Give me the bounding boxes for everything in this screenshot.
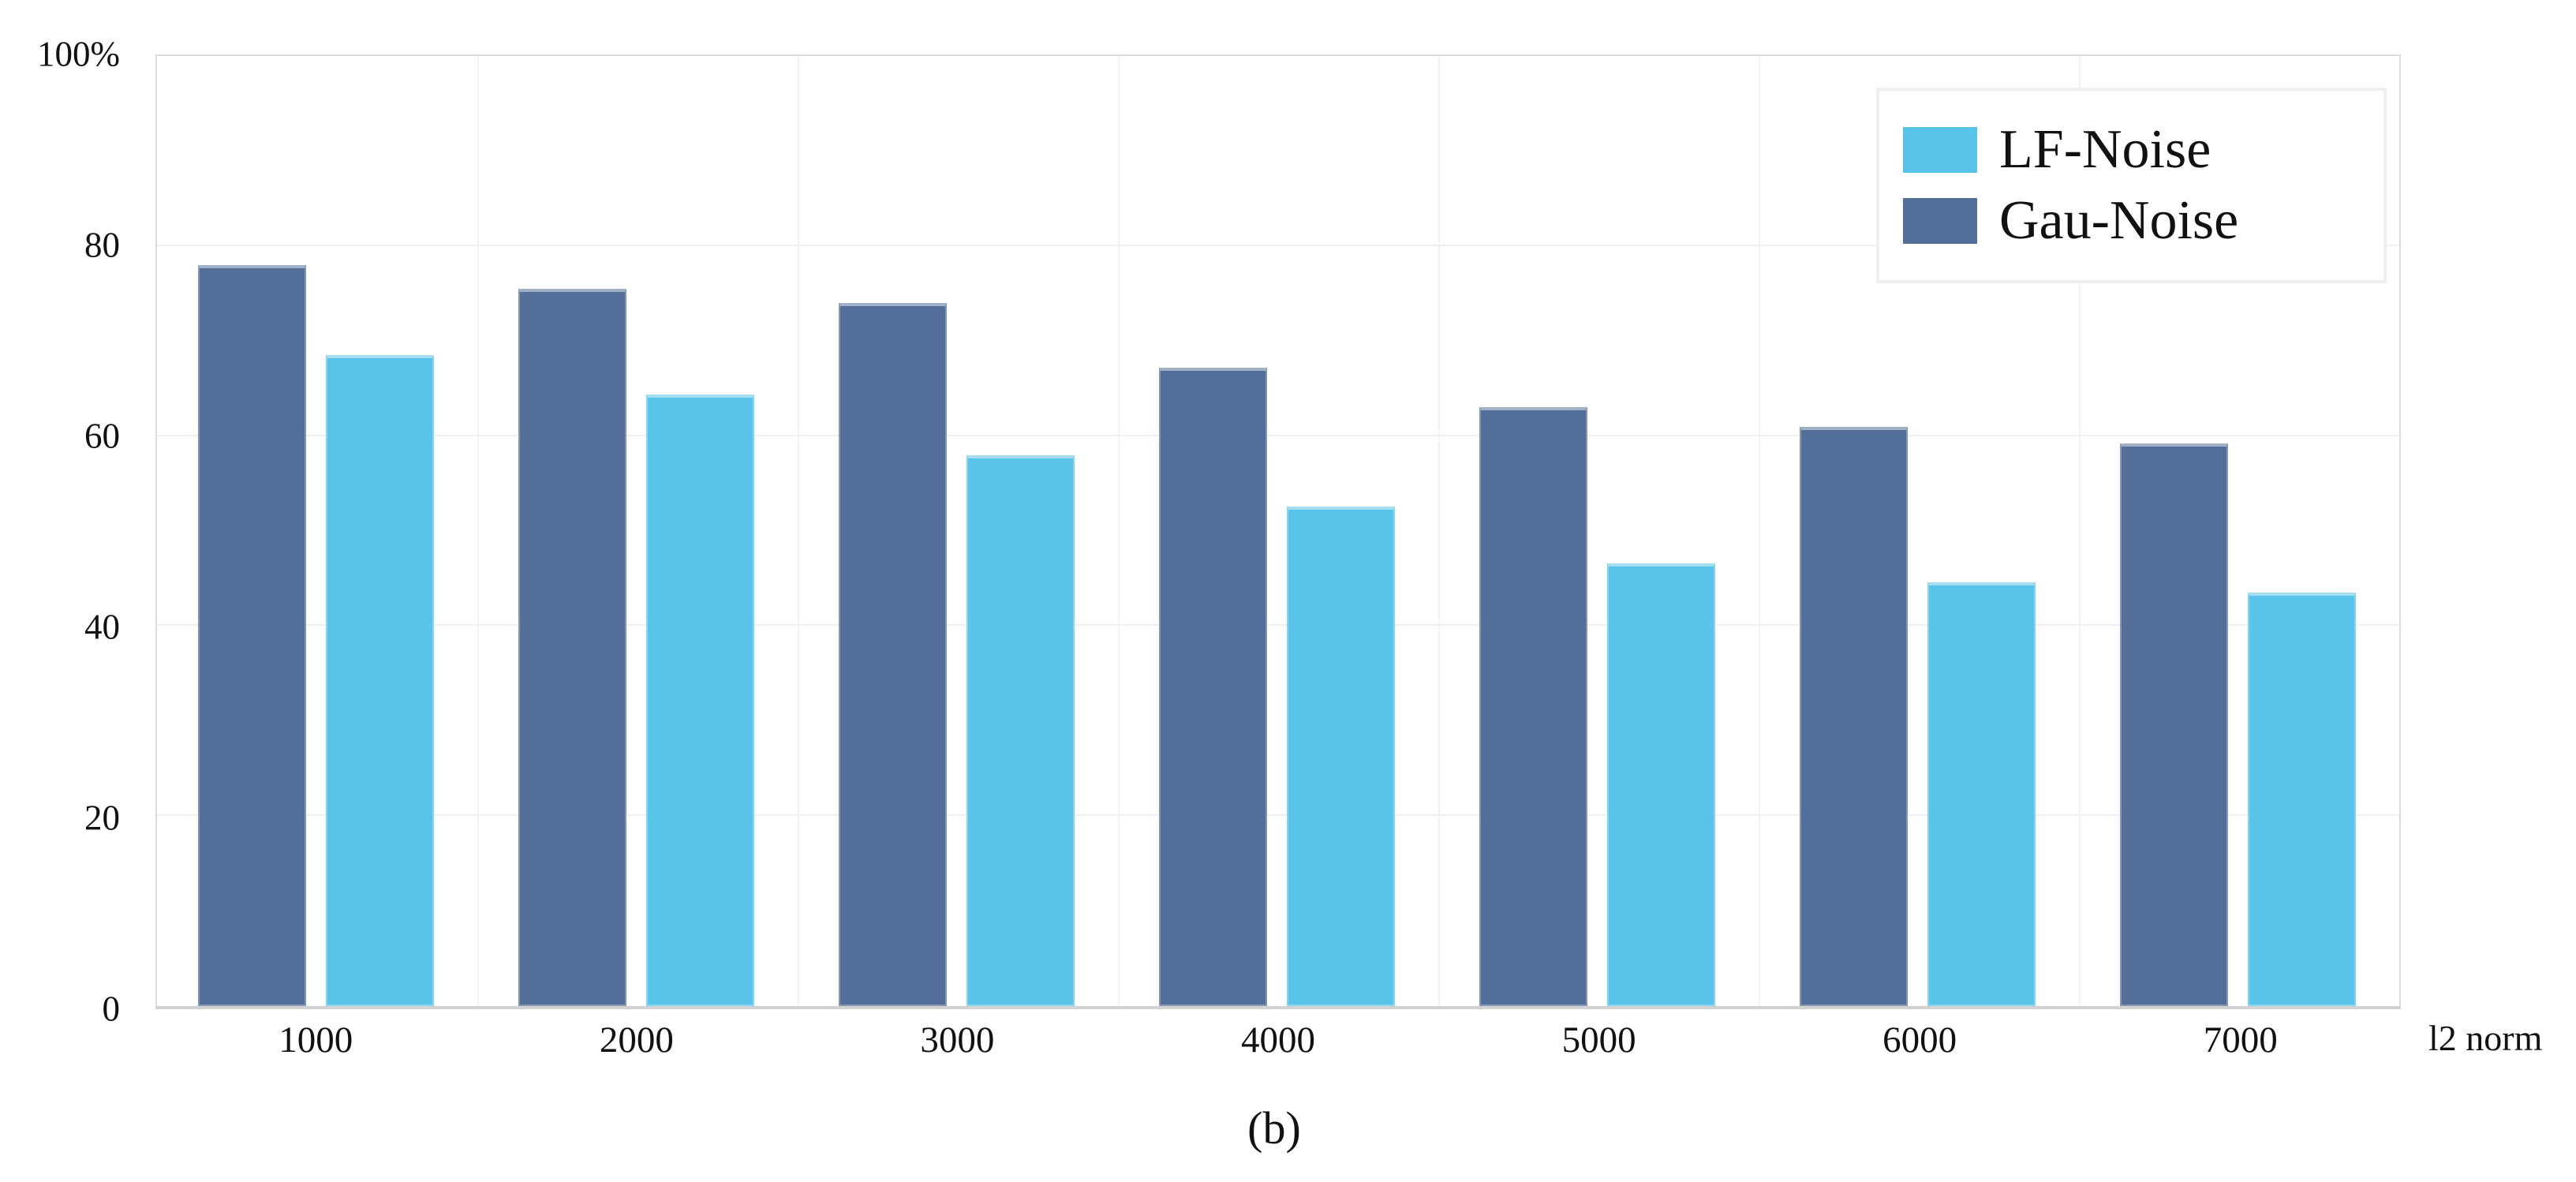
x-tick-label: 4000 <box>1241 1019 1315 1060</box>
bar-gau-noise <box>1158 367 1267 1006</box>
gridline-vertical <box>477 56 479 1006</box>
y-tick-label: 20 <box>84 798 120 838</box>
bar-lf-noise <box>2247 593 2356 1006</box>
gridline-horizontal <box>157 814 2399 817</box>
bar-gau-noise <box>518 288 626 1006</box>
x-tick-label: 3000 <box>920 1019 995 1060</box>
y-axis: 0 20 40 60 80 100% <box>0 36 126 1027</box>
y-tick-label: 0 <box>102 989 121 1029</box>
gridline-horizontal <box>157 434 2399 436</box>
gridline-horizontal <box>157 624 2399 627</box>
y-tick-label: 40 <box>84 607 120 647</box>
x-tick-label: 7000 <box>2203 1019 2278 1060</box>
legend-swatch-lf-noise <box>1903 127 1977 173</box>
figure-caption: (b) <box>1247 1102 1301 1154</box>
y-tick-label: 80 <box>84 225 120 265</box>
x-axis-unit-label: l2 norm <box>2428 1018 2543 1058</box>
legend-item-lf-noise: LF-Noise <box>1903 122 2383 178</box>
gridline-vertical <box>798 56 799 1006</box>
y-tick-label: 100% <box>37 34 120 74</box>
bar-lf-noise <box>645 394 754 1006</box>
gridline-vertical <box>2079 56 2081 1006</box>
x-tick-label: 5000 <box>1561 1019 1636 1060</box>
x-axis: 1000 2000 3000 4000 5000 6000 7000 <box>155 1022 2401 1069</box>
legend-label: Gau-Noise <box>1999 190 2239 251</box>
bar-lf-noise <box>1927 582 2036 1006</box>
bar-gau-noise <box>197 264 306 1006</box>
bar-gau-noise <box>1479 407 1587 1006</box>
x-tick-label: 1000 <box>279 1019 353 1060</box>
gridline-vertical <box>1438 56 1440 1006</box>
bar-lf-noise <box>325 355 434 1006</box>
legend: LF-Noise Gau-Noise <box>1876 88 2387 283</box>
x-tick-label: 2000 <box>599 1019 674 1060</box>
gridline-vertical <box>1118 56 1120 1006</box>
legend-swatch-gau-noise <box>1903 198 1977 244</box>
legend-item-gau-noise: Gau-Noise <box>1903 193 2383 249</box>
gridline-vertical <box>1759 56 1760 1006</box>
legend-label: LF-Noise <box>1999 119 2211 180</box>
bar-gau-noise <box>1799 426 1908 1006</box>
gridline-horizontal <box>157 244 2399 246</box>
bar-gau-noise <box>2119 443 2228 1006</box>
bar-lf-noise <box>966 454 1075 1006</box>
bar-lf-noise <box>1286 506 1395 1006</box>
y-tick-label: 60 <box>84 416 120 456</box>
x-tick-label: 6000 <box>1882 1019 1957 1060</box>
bar-gau-noise <box>838 303 947 1006</box>
bar-lf-noise <box>1606 563 1715 1006</box>
